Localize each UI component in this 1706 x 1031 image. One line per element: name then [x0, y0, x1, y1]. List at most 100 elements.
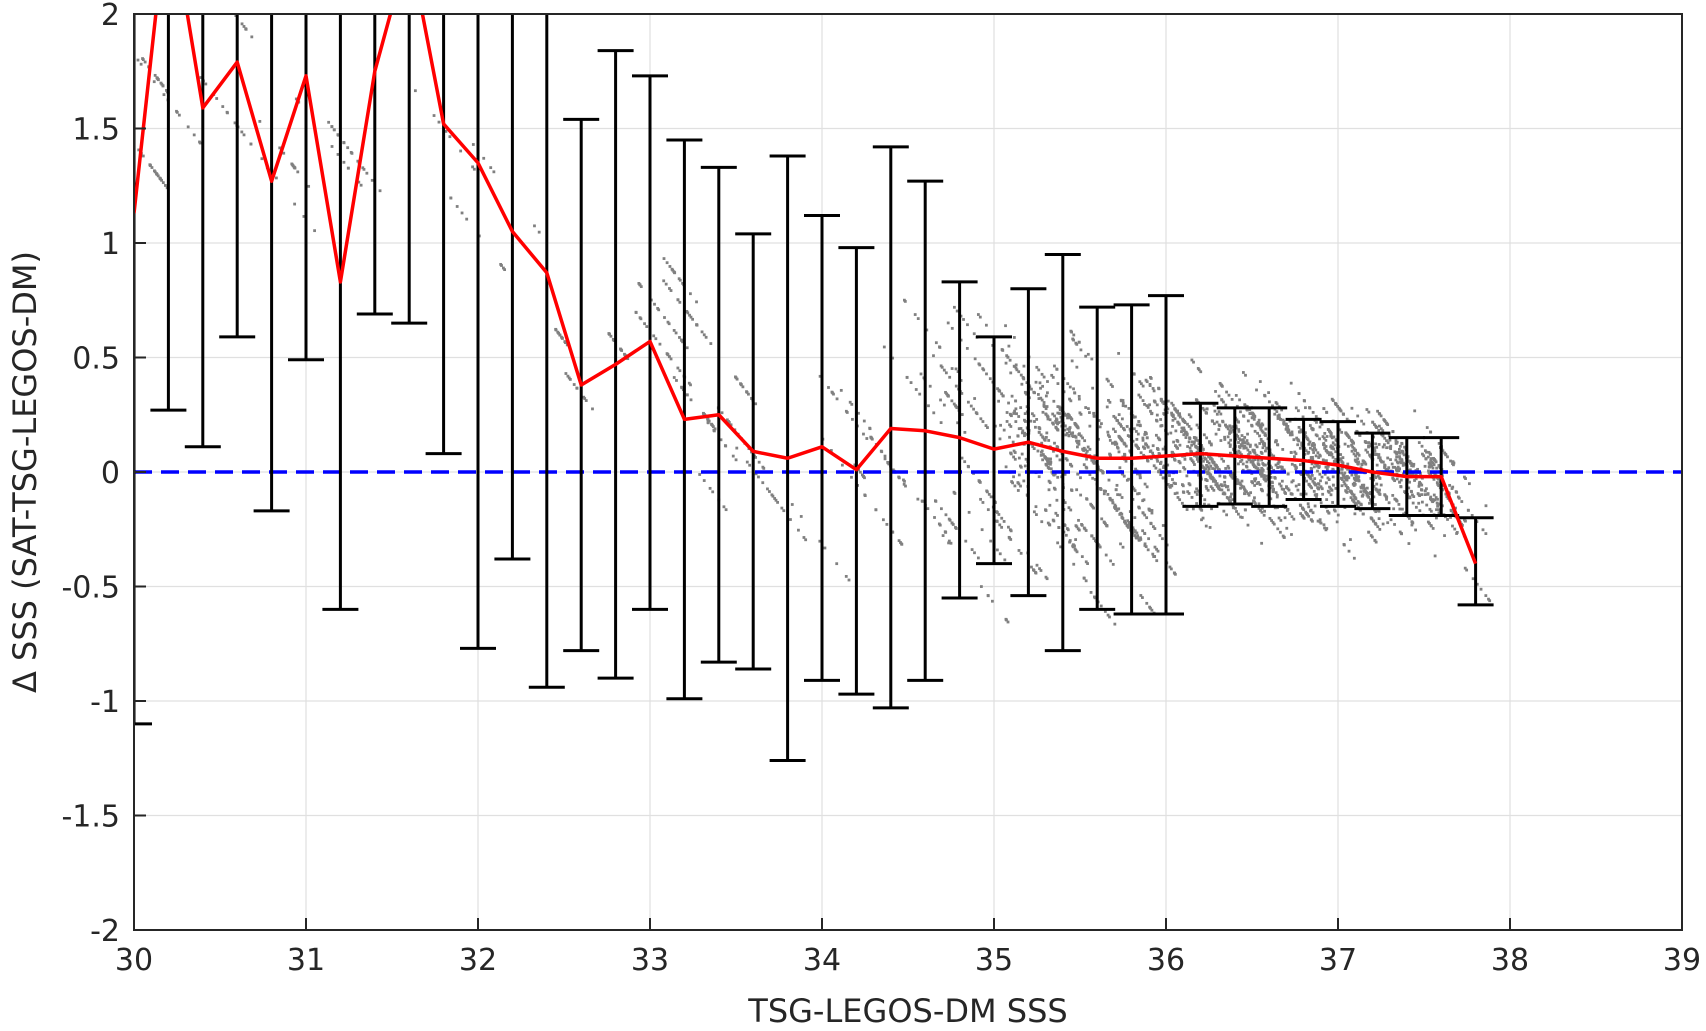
- scatter-point: [1009, 425, 1013, 428]
- scatter-point: [1262, 513, 1266, 517]
- scatter-point: [1056, 475, 1060, 479]
- y-tick-label: -1: [90, 685, 120, 720]
- scatter-point: [967, 510, 971, 514]
- scatter-point: [1327, 478, 1331, 481]
- scatter-point: [1008, 528, 1012, 532]
- scatter-point: [1347, 549, 1351, 553]
- scatter-point: [1239, 410, 1242, 414]
- scatter-point: [944, 390, 947, 394]
- scatter-point: [1377, 454, 1381, 458]
- scatter-point: [1114, 488, 1118, 492]
- scatter-point: [1373, 453, 1377, 456]
- scatter-point: [1285, 486, 1288, 489]
- scatter-point: [327, 120, 331, 124]
- scatter-point: [960, 456, 964, 460]
- scatter-point: [1063, 424, 1067, 428]
- scatter-point: [1008, 423, 1011, 427]
- scatter-point: [572, 383, 576, 386]
- scatter-point: [666, 320, 670, 324]
- scatter-point: [1212, 488, 1216, 492]
- scatter-point: [1225, 513, 1229, 517]
- scatter-point: [1158, 438, 1162, 442]
- scatter-point: [998, 523, 1002, 527]
- scatter-point: [1100, 422, 1103, 426]
- scatter-point: [1117, 352, 1121, 355]
- scatter-point: [643, 322, 646, 326]
- scatter-point: [1228, 432, 1231, 435]
- scatter-point: [1120, 496, 1124, 499]
- scatter-point: [998, 552, 1002, 556]
- scatter-point: [1187, 482, 1191, 486]
- scatter-point: [1433, 554, 1437, 558]
- scatter-point: [1331, 455, 1335, 459]
- scatter-point: [1122, 474, 1126, 478]
- scatter-point: [1293, 450, 1297, 454]
- scatter-point: [1138, 506, 1141, 510]
- scatter-point: [1398, 507, 1402, 511]
- scatter-point: [989, 495, 993, 499]
- scatter-point: [1118, 466, 1122, 470]
- scatter-point: [1172, 481, 1176, 485]
- scatter-point: [1281, 534, 1285, 538]
- scatter-point: [1016, 481, 1020, 484]
- scatter-point: [1367, 410, 1371, 414]
- scatter-point: [1237, 441, 1240, 444]
- scatter-point: [1009, 451, 1012, 455]
- scatter-point: [1438, 512, 1442, 516]
- scatter-point: [242, 133, 246, 137]
- scatter-point: [1077, 340, 1081, 344]
- scatter-point: [1329, 431, 1332, 434]
- scatter-point: [554, 327, 558, 331]
- scatter-point: [1112, 427, 1115, 431]
- scatter-point: [1302, 508, 1306, 512]
- scatter-point: [1268, 516, 1272, 520]
- scatter-point: [1128, 427, 1132, 431]
- scatter-point: [1432, 477, 1436, 481]
- scatter-point: [1366, 450, 1369, 454]
- scatter-point: [1412, 495, 1416, 499]
- scatter-point: [1210, 458, 1214, 462]
- scatter-point: [1144, 431, 1148, 435]
- scatter-point: [1174, 444, 1177, 447]
- scatter-point: [1230, 492, 1233, 496]
- scatter-point: [1135, 531, 1139, 535]
- scatter-point: [1033, 391, 1036, 395]
- scatter-point: [1227, 441, 1231, 445]
- scatter-point: [1383, 463, 1387, 467]
- scatter-point: [1260, 506, 1264, 510]
- scatter-point: [1034, 505, 1038, 509]
- scatter-point: [1090, 534, 1094, 538]
- scatter-point: [1056, 405, 1060, 408]
- scatter-point: [1351, 498, 1355, 502]
- scatter-point: [1193, 463, 1196, 466]
- scatter-point: [1374, 442, 1378, 446]
- scatter-point: [1223, 438, 1227, 441]
- scatter-point: [1280, 408, 1284, 412]
- scatter-point: [1038, 381, 1042, 385]
- scatter-point: [1003, 558, 1007, 562]
- scatter-point: [954, 367, 958, 371]
- scatter-point: [1050, 373, 1054, 377]
- scatter-point: [962, 318, 965, 321]
- scatter-point: [1104, 522, 1107, 526]
- scatter-point: [1263, 476, 1266, 480]
- scatter-point: [1297, 425, 1301, 429]
- scatter-point: [1326, 476, 1330, 480]
- scatter-point: [1393, 523, 1396, 526]
- scatter-point: [946, 321, 950, 325]
- scatter-point: [1241, 371, 1245, 374]
- scatter-point: [698, 473, 702, 476]
- scatter-point: [1168, 565, 1172, 569]
- scatter-point: [1383, 443, 1386, 447]
- scatter-point: [1377, 453, 1381, 456]
- scatter-point: [584, 399, 588, 402]
- scatter-point: [1372, 485, 1376, 488]
- scatter-point: [680, 339, 684, 343]
- scatter-point: [1145, 485, 1149, 489]
- scatter-point: [1284, 422, 1288, 426]
- scatter-point: [1213, 479, 1217, 483]
- scatter-point: [1098, 545, 1102, 549]
- scatter-point: [1082, 448, 1086, 452]
- scatter-point: [672, 329, 676, 332]
- scatter-point: [1146, 445, 1150, 449]
